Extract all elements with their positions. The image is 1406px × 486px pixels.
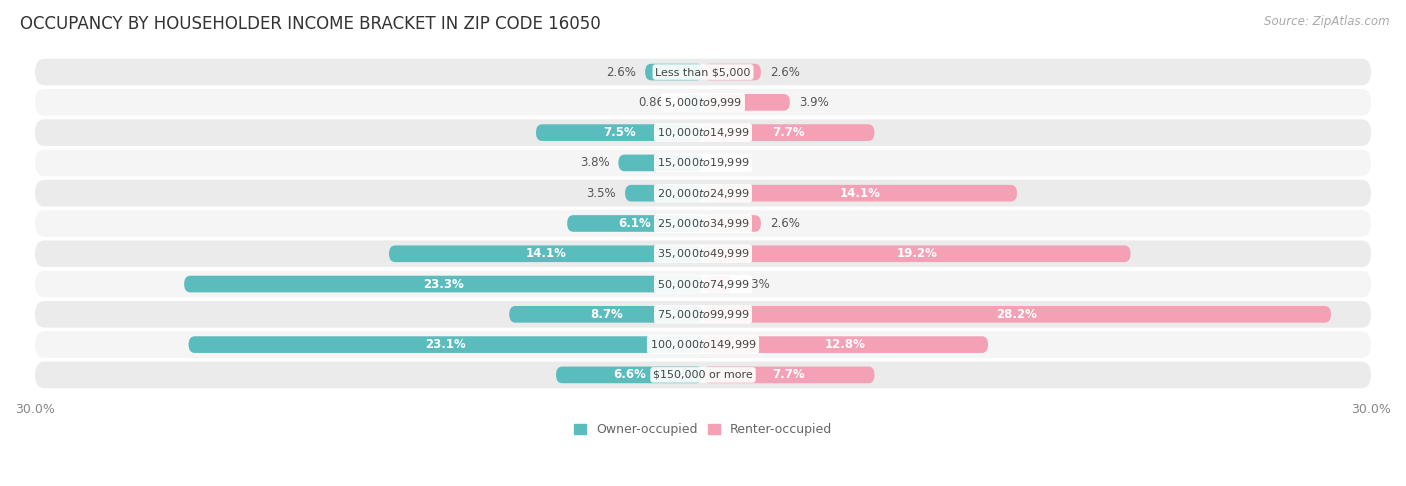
Text: 0.86%: 0.86% xyxy=(638,96,675,109)
Text: 7.7%: 7.7% xyxy=(772,126,806,139)
Text: 14.1%: 14.1% xyxy=(526,247,567,260)
Text: $15,000 to $19,999: $15,000 to $19,999 xyxy=(657,156,749,170)
Text: $100,000 to $149,999: $100,000 to $149,999 xyxy=(650,338,756,351)
FancyBboxPatch shape xyxy=(703,64,761,80)
Text: OCCUPANCY BY HOUSEHOLDER INCOME BRACKET IN ZIP CODE 16050: OCCUPANCY BY HOUSEHOLDER INCOME BRACKET … xyxy=(20,15,600,33)
FancyBboxPatch shape xyxy=(509,306,703,323)
Text: $5,000 to $9,999: $5,000 to $9,999 xyxy=(664,96,742,109)
Text: $50,000 to $74,999: $50,000 to $74,999 xyxy=(657,278,749,291)
Text: $150,000 or more: $150,000 or more xyxy=(654,370,752,380)
FancyBboxPatch shape xyxy=(184,276,703,293)
FancyBboxPatch shape xyxy=(536,124,703,141)
Text: 7.7%: 7.7% xyxy=(772,368,806,382)
FancyBboxPatch shape xyxy=(35,362,1371,388)
FancyBboxPatch shape xyxy=(35,59,1371,86)
FancyBboxPatch shape xyxy=(703,215,761,232)
FancyBboxPatch shape xyxy=(555,366,703,383)
FancyBboxPatch shape xyxy=(188,336,703,353)
FancyBboxPatch shape xyxy=(567,215,703,232)
FancyBboxPatch shape xyxy=(35,271,1371,297)
Text: 6.1%: 6.1% xyxy=(619,217,651,230)
FancyBboxPatch shape xyxy=(703,245,1130,262)
FancyBboxPatch shape xyxy=(35,331,1371,358)
Legend: Owner-occupied, Renter-occupied: Owner-occupied, Renter-occupied xyxy=(568,418,838,441)
FancyBboxPatch shape xyxy=(35,150,1371,176)
FancyBboxPatch shape xyxy=(703,94,790,111)
Text: 19.2%: 19.2% xyxy=(897,247,938,260)
FancyBboxPatch shape xyxy=(645,64,703,80)
Text: 23.1%: 23.1% xyxy=(426,338,467,351)
Text: 3.5%: 3.5% xyxy=(586,187,616,200)
FancyBboxPatch shape xyxy=(703,185,1017,202)
Text: $35,000 to $49,999: $35,000 to $49,999 xyxy=(657,247,749,260)
FancyBboxPatch shape xyxy=(35,180,1371,207)
FancyBboxPatch shape xyxy=(389,245,703,262)
Text: 8.7%: 8.7% xyxy=(589,308,623,321)
Text: 2.6%: 2.6% xyxy=(770,217,800,230)
Text: 3.9%: 3.9% xyxy=(799,96,828,109)
FancyBboxPatch shape xyxy=(619,155,703,171)
FancyBboxPatch shape xyxy=(35,89,1371,116)
Text: $20,000 to $24,999: $20,000 to $24,999 xyxy=(657,187,749,200)
FancyBboxPatch shape xyxy=(703,124,875,141)
FancyBboxPatch shape xyxy=(35,210,1371,237)
Text: 6.6%: 6.6% xyxy=(613,368,645,382)
FancyBboxPatch shape xyxy=(703,366,875,383)
Text: 12.8%: 12.8% xyxy=(825,338,866,351)
Text: $10,000 to $14,999: $10,000 to $14,999 xyxy=(657,126,749,139)
Text: 3.8%: 3.8% xyxy=(579,156,609,170)
Text: Source: ZipAtlas.com: Source: ZipAtlas.com xyxy=(1264,15,1389,28)
FancyBboxPatch shape xyxy=(35,119,1371,146)
Text: 23.3%: 23.3% xyxy=(423,278,464,291)
FancyBboxPatch shape xyxy=(703,336,988,353)
Text: 2.6%: 2.6% xyxy=(770,66,800,79)
Text: 28.2%: 28.2% xyxy=(997,308,1038,321)
FancyBboxPatch shape xyxy=(683,94,703,111)
Text: 14.1%: 14.1% xyxy=(839,187,880,200)
Text: $25,000 to $34,999: $25,000 to $34,999 xyxy=(657,217,749,230)
FancyBboxPatch shape xyxy=(35,301,1371,328)
FancyBboxPatch shape xyxy=(626,185,703,202)
Text: 0%: 0% xyxy=(711,156,730,170)
FancyBboxPatch shape xyxy=(35,241,1371,267)
Text: 7.5%: 7.5% xyxy=(603,126,636,139)
FancyBboxPatch shape xyxy=(703,306,1331,323)
Text: $75,000 to $99,999: $75,000 to $99,999 xyxy=(657,308,749,321)
Text: Less than $5,000: Less than $5,000 xyxy=(655,67,751,77)
Text: 1.3%: 1.3% xyxy=(741,278,770,291)
Text: 2.6%: 2.6% xyxy=(606,66,636,79)
FancyBboxPatch shape xyxy=(703,276,733,293)
